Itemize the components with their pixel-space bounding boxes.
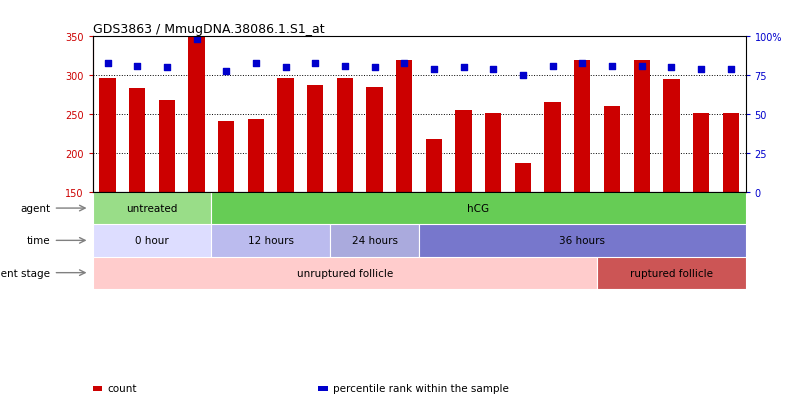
Bar bbox=[93, 192, 211, 225]
Point bbox=[487, 66, 500, 73]
Bar bbox=[93, 257, 597, 289]
Bar bbox=[211, 225, 330, 257]
Text: time: time bbox=[27, 236, 50, 246]
Bar bbox=[634, 60, 650, 192]
Bar bbox=[277, 78, 293, 192]
Bar bbox=[99, 78, 116, 192]
Text: ruptured follicle: ruptured follicle bbox=[629, 268, 713, 278]
Bar bbox=[455, 111, 472, 192]
Bar bbox=[396, 60, 413, 192]
Point bbox=[309, 60, 322, 67]
Bar bbox=[189, 37, 205, 192]
Bar bbox=[129, 88, 145, 192]
Point bbox=[665, 65, 678, 71]
Point bbox=[635, 63, 648, 70]
Point bbox=[457, 65, 470, 71]
Point bbox=[279, 65, 292, 71]
Bar bbox=[485, 114, 501, 192]
Point bbox=[695, 66, 708, 73]
Text: development stage: development stage bbox=[0, 268, 50, 278]
Point bbox=[220, 68, 233, 75]
Point bbox=[368, 65, 381, 71]
Bar bbox=[247, 119, 264, 192]
Bar bbox=[367, 88, 383, 192]
Text: count: count bbox=[107, 383, 137, 393]
Bar bbox=[93, 225, 211, 257]
Point bbox=[725, 66, 737, 73]
Bar bbox=[159, 101, 175, 192]
Bar bbox=[337, 78, 353, 192]
Text: percentile rank within the sample: percentile rank within the sample bbox=[333, 383, 509, 393]
Point bbox=[190, 37, 203, 44]
Text: agent: agent bbox=[20, 204, 50, 214]
Text: hCG: hCG bbox=[467, 204, 489, 214]
Point bbox=[131, 63, 143, 70]
Bar bbox=[604, 106, 620, 192]
Bar bbox=[218, 122, 235, 192]
Point bbox=[546, 63, 559, 70]
Point bbox=[398, 60, 411, 67]
Bar bbox=[663, 80, 679, 192]
Bar bbox=[93, 386, 102, 391]
Text: 24 hours: 24 hours bbox=[351, 236, 397, 246]
Point bbox=[101, 60, 114, 67]
Point bbox=[517, 73, 530, 79]
Point bbox=[339, 63, 351, 70]
Bar bbox=[545, 103, 561, 192]
Text: unruptured follicle: unruptured follicle bbox=[297, 268, 393, 278]
Text: untreated: untreated bbox=[127, 204, 178, 214]
Point bbox=[250, 60, 263, 67]
Bar bbox=[693, 114, 709, 192]
Bar bbox=[419, 225, 746, 257]
Bar bbox=[330, 225, 419, 257]
Text: 12 hours: 12 hours bbox=[247, 236, 293, 246]
Point bbox=[427, 66, 440, 73]
Text: GDS3863 / MmugDNA.38086.1.S1_at: GDS3863 / MmugDNA.38086.1.S1_at bbox=[93, 23, 324, 36]
Point bbox=[576, 60, 589, 67]
Bar bbox=[211, 192, 746, 225]
Bar bbox=[574, 60, 591, 192]
Point bbox=[605, 63, 618, 70]
Bar bbox=[722, 114, 739, 192]
Bar bbox=[515, 164, 531, 192]
Text: 0 hour: 0 hour bbox=[135, 236, 169, 246]
Bar bbox=[307, 86, 323, 192]
Bar bbox=[597, 257, 746, 289]
Text: 36 hours: 36 hours bbox=[559, 236, 605, 246]
Point bbox=[160, 65, 173, 71]
Bar bbox=[318, 386, 328, 391]
Bar bbox=[426, 140, 442, 192]
